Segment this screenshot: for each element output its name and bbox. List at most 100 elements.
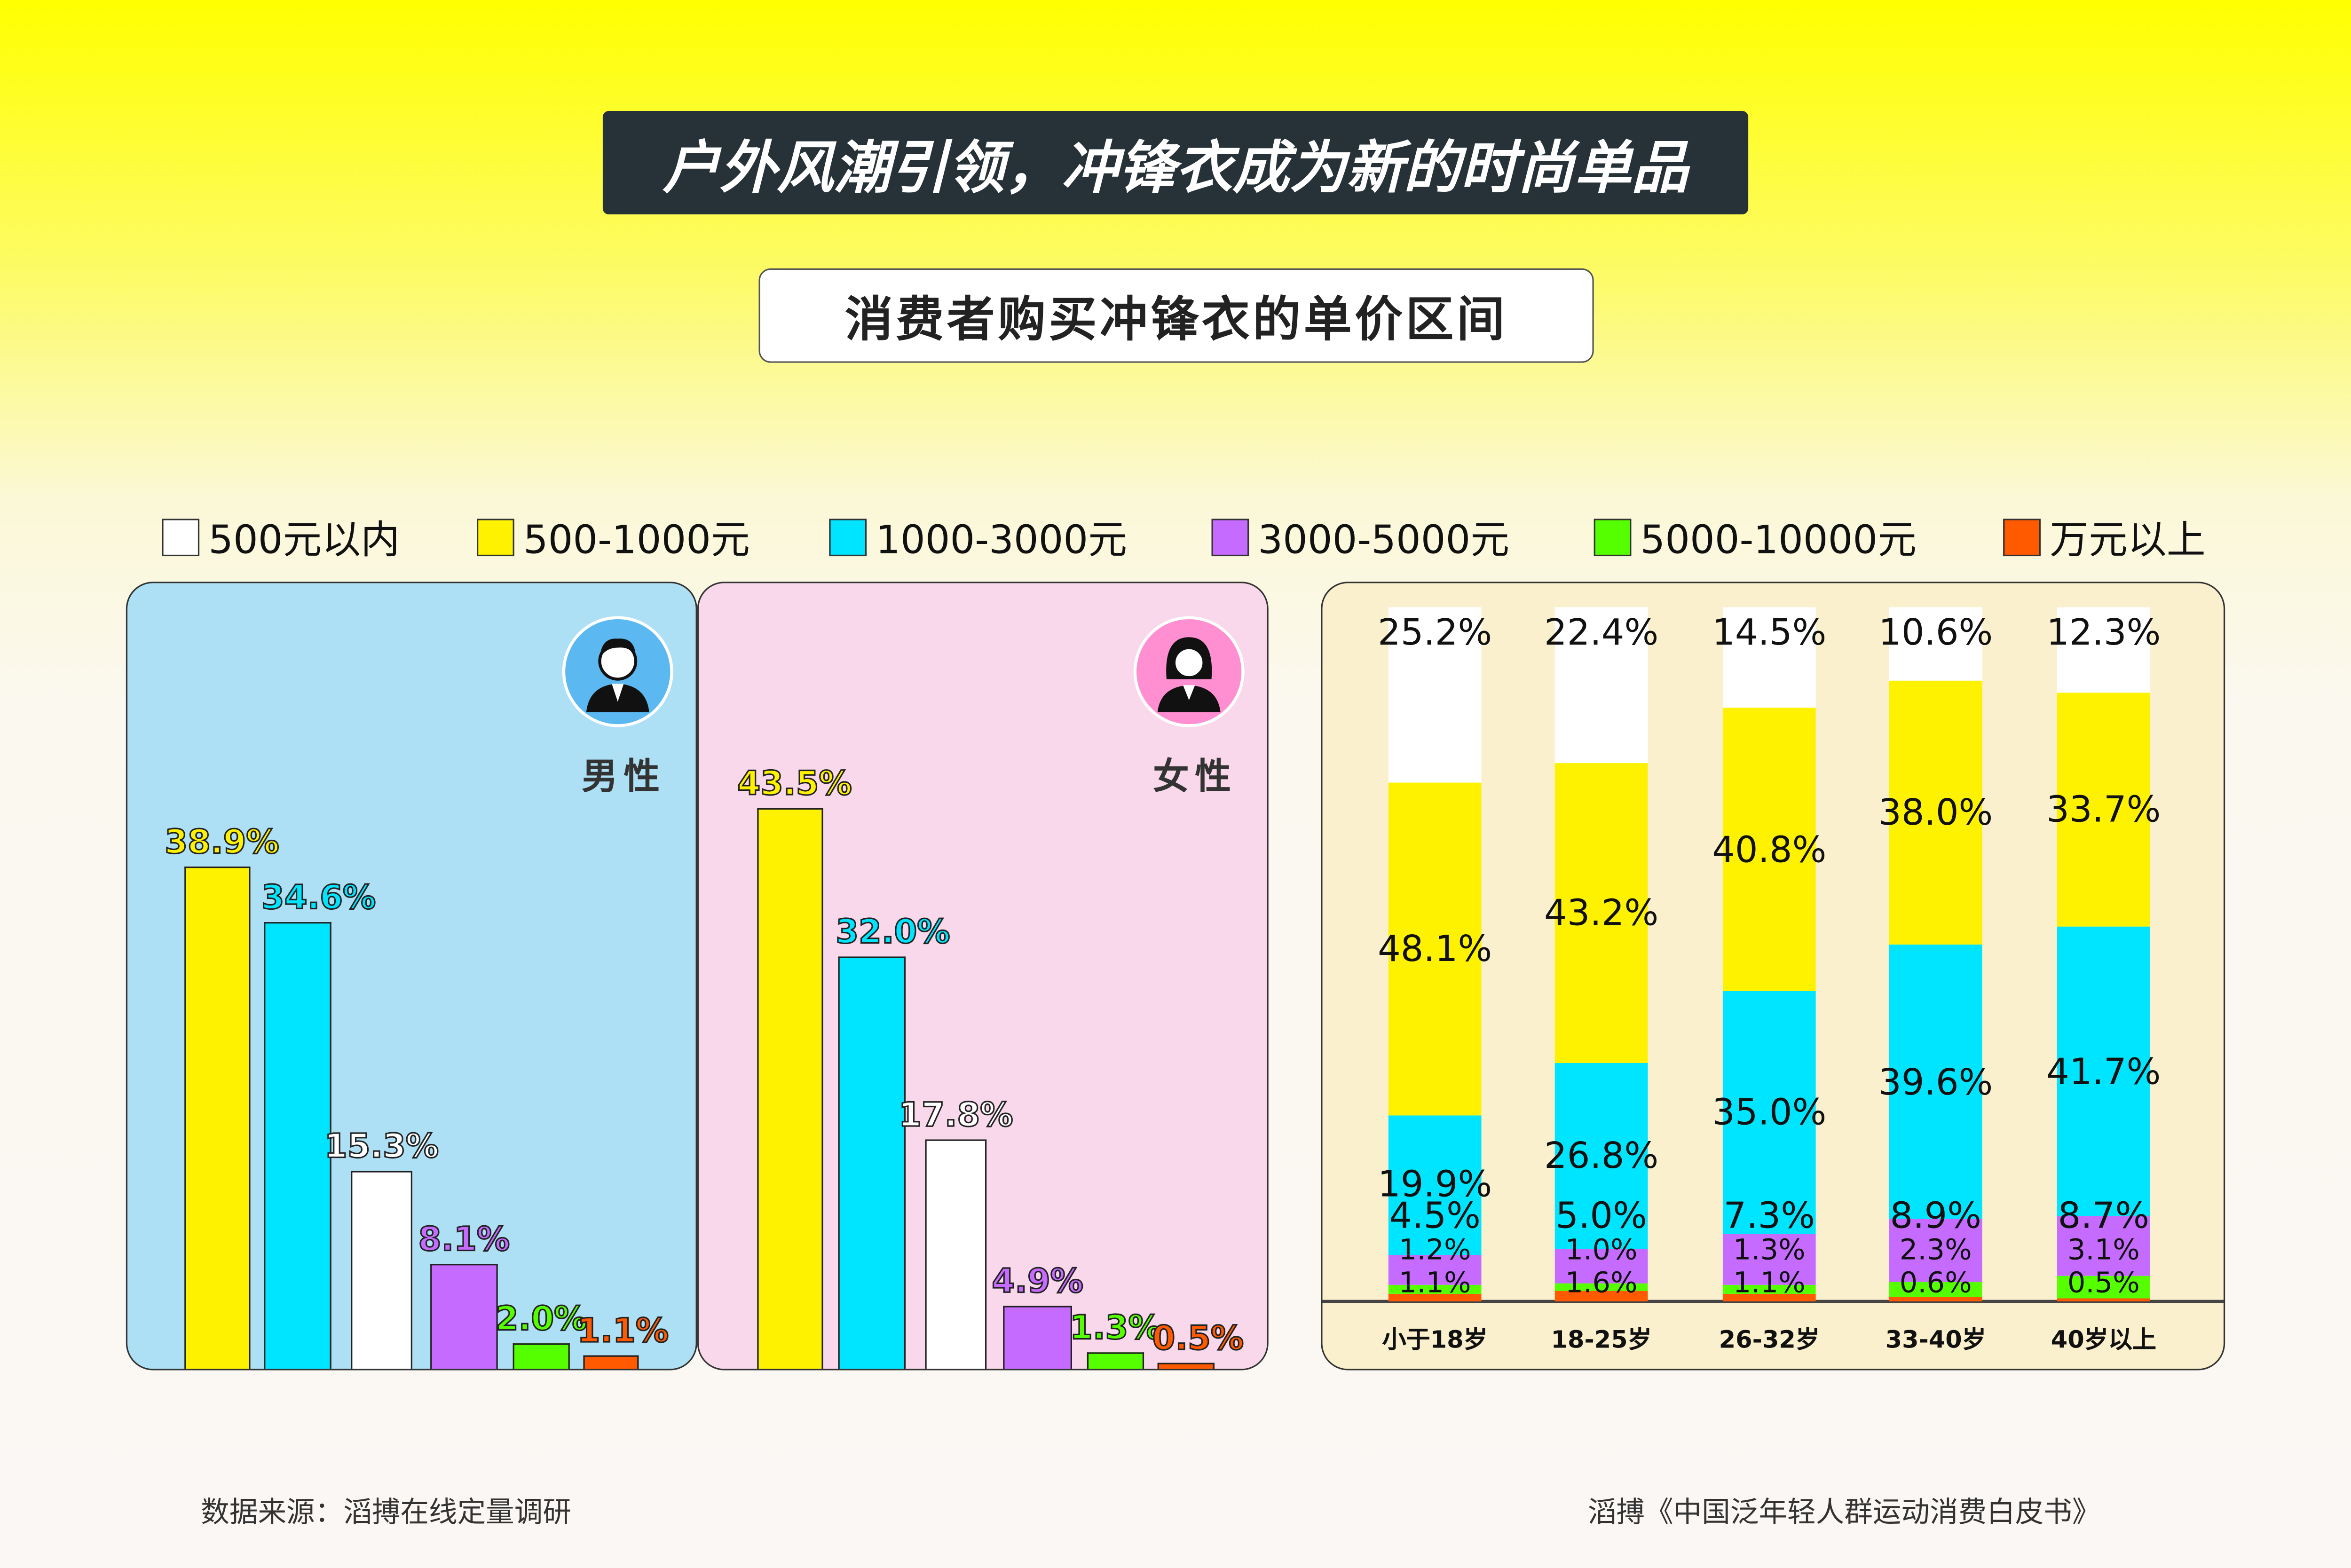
stacked-segment bbox=[1722, 1284, 1816, 1294]
bar-value-label: 34.6% bbox=[260, 880, 377, 919]
bar bbox=[513, 1343, 570, 1369]
segment-value-label: 33.7% bbox=[2046, 788, 2161, 831]
segment-value-label: 19.9% bbox=[1378, 1164, 1492, 1206]
segment-value-label: 5.0% bbox=[1555, 1195, 1647, 1237]
segment-value-label: 1.1% bbox=[1733, 1267, 1806, 1300]
segment-value-label: 26.8% bbox=[1544, 1135, 1659, 1177]
bar bbox=[264, 922, 331, 1369]
segment-value-label: 40.8% bbox=[1712, 828, 1827, 871]
segment-value-label: 7.3% bbox=[1723, 1195, 1815, 1237]
bar bbox=[1157, 1362, 1215, 1369]
data-source: 数据来源：滔搏在线定量调研 bbox=[201, 1496, 571, 1529]
bar-value-label: 43.5% bbox=[737, 765, 853, 804]
legend-item: 1000-3000元 bbox=[829, 510, 1127, 565]
female-avatar-icon bbox=[1133, 616, 1245, 727]
bar-value-label: 2.0% bbox=[495, 1300, 588, 1339]
bar bbox=[351, 1171, 412, 1369]
segment-value-label: 43.2% bbox=[1544, 891, 1659, 934]
stacked-segment bbox=[1889, 680, 1982, 945]
publication-source: 滔搏《中国泛年轻人群运动消费白皮书》 bbox=[1587, 1496, 2101, 1529]
segment-value-label: 8.7% bbox=[2058, 1195, 2150, 1237]
legend: 500元以内 500-1000元 1000-3000元 3000-5000元 5000-… bbox=[162, 510, 2231, 564]
segment-value-label: 1.0% bbox=[1565, 1234, 1638, 1267]
bar bbox=[583, 1355, 639, 1369]
stacked-segment bbox=[1554, 763, 1648, 1063]
bar-value-label: 38.9% bbox=[164, 825, 280, 864]
segment-value-label: 38.0% bbox=[1878, 791, 1993, 834]
segment-value-label: 35.0% bbox=[1712, 1091, 1827, 1134]
legend-label: 万元以上 bbox=[2050, 519, 2206, 564]
stacked-segment bbox=[1889, 607, 1982, 681]
segment-value-label: 25.2% bbox=[1378, 612, 1492, 654]
stacked-segment bbox=[1388, 1116, 1482, 1254]
segment-value-label: 3.1% bbox=[2067, 1234, 2140, 1267]
legend-label: 500元以内 bbox=[208, 519, 400, 564]
legend-swatch bbox=[1594, 519, 1632, 557]
segment-value-label: 0.5% bbox=[2067, 1267, 2140, 1300]
segment-value-label: 4.5% bbox=[1389, 1195, 1481, 1237]
stacked-segment bbox=[1388, 1285, 1482, 1294]
female-label: 女性 bbox=[1153, 756, 1237, 798]
legend-item: 万元以上 bbox=[2003, 510, 2206, 565]
legend-label: 1000-3000元 bbox=[876, 519, 1128, 564]
legend-swatch bbox=[162, 519, 200, 557]
bar bbox=[184, 867, 251, 1369]
bar-value-label: 4.9% bbox=[991, 1263, 1084, 1302]
segment-value-label: 48.1% bbox=[1378, 928, 1492, 970]
legend-item: 500-1000元 bbox=[477, 510, 750, 565]
bar-value-label: 1.3% bbox=[1069, 1309, 1162, 1348]
segment-value-label: 1.2% bbox=[1398, 1234, 1471, 1267]
stacked-segment bbox=[1554, 1283, 1648, 1291]
stacked-segment bbox=[1388, 782, 1482, 1116]
stacked-segment bbox=[1554, 1062, 1648, 1249]
x-tick-label: 26-32岁 bbox=[1719, 1325, 1820, 1354]
segment-value-label: 1.3% bbox=[1733, 1234, 1806, 1267]
stacked-segment bbox=[1722, 708, 1816, 991]
legend-swatch bbox=[1211, 519, 1249, 557]
stacked-segment bbox=[1554, 607, 1648, 763]
stacked-segment bbox=[2057, 693, 2150, 927]
legend-item: 5000-10000元 bbox=[1594, 510, 1917, 565]
stacked-segment bbox=[1889, 1281, 1982, 1297]
stacked-segment bbox=[2057, 607, 2150, 693]
segment-value-label: 1.6% bbox=[1565, 1267, 1638, 1300]
segment-value-label: 1.1% bbox=[1398, 1267, 1471, 1300]
legend-item: 500元以内 bbox=[162, 510, 400, 565]
legend-label: 5000-10000元 bbox=[1640, 519, 1917, 564]
page-title: 户外风潮引领，冲锋衣成为新的时尚单品 bbox=[602, 110, 1749, 214]
legend-label: 3000-5000元 bbox=[1258, 519, 1510, 564]
stacked-segment bbox=[1722, 1234, 1816, 1285]
segment-value-label: 10.6% bbox=[1878, 612, 1993, 654]
bar bbox=[838, 956, 906, 1369]
stacked-segment bbox=[2057, 926, 2150, 1216]
bar-value-label: 0.5% bbox=[1152, 1320, 1245, 1359]
segment-value-label: 22.4% bbox=[1544, 612, 1659, 654]
x-tick-label: 18-25岁 bbox=[1551, 1325, 1652, 1354]
stacked-segment bbox=[1889, 944, 1982, 1220]
chart-subtitle: 消费者购买冲锋衣的单价区间 bbox=[758, 268, 1594, 363]
bar-value-label: 1.1% bbox=[576, 1312, 670, 1351]
stacked-segment bbox=[1554, 1290, 1648, 1301]
legend-swatch bbox=[477, 519, 514, 557]
bar bbox=[925, 1139, 987, 1369]
legend-item: 3000-5000元 bbox=[1211, 510, 1510, 565]
stacked-segment bbox=[1889, 1219, 1982, 1282]
x-axis-line bbox=[1322, 1300, 2224, 1303]
bar-value-label: 32.0% bbox=[835, 914, 951, 953]
legend-swatch bbox=[2003, 519, 2041, 557]
legend-swatch bbox=[829, 519, 867, 557]
stacked-segment bbox=[1554, 1248, 1648, 1284]
segment-value-label: 41.7% bbox=[2046, 1050, 2161, 1093]
bar-value-label: 17.8% bbox=[898, 1096, 1014, 1135]
male-avatar-icon bbox=[562, 616, 673, 727]
bar-value-label: 8.1% bbox=[418, 1221, 511, 1261]
x-tick-label: 40岁以上 bbox=[2051, 1325, 2156, 1354]
segment-value-label: 2.3% bbox=[1899, 1234, 1972, 1267]
stacked-segment bbox=[1722, 991, 1816, 1234]
stacked-segment bbox=[1388, 607, 1482, 782]
stacked-segment bbox=[1889, 1297, 1982, 1301]
stacked-segment bbox=[1388, 1293, 1482, 1301]
stacked-segment bbox=[1388, 1254, 1482, 1285]
bar-value-label: 15.3% bbox=[323, 1129, 440, 1168]
